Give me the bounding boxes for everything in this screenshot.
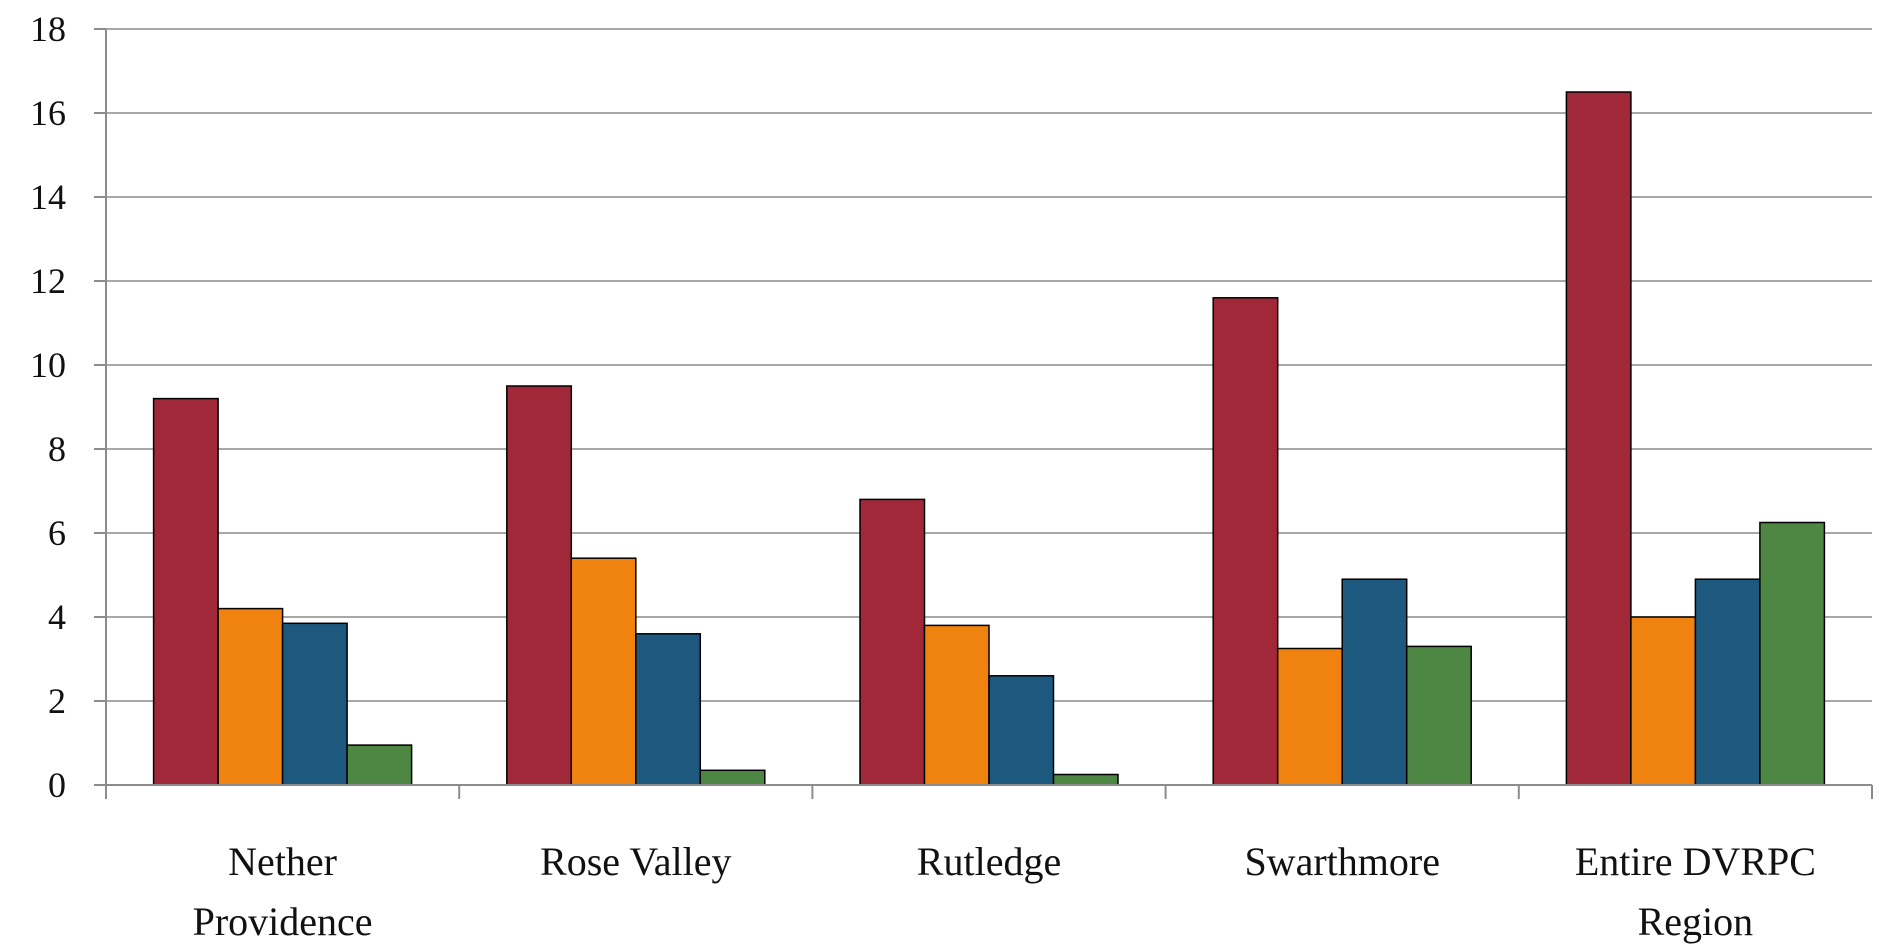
bar bbox=[1341, 578, 1408, 786]
y-tick-label: 4 bbox=[48, 597, 66, 637]
y-tick-label: 2 bbox=[48, 681, 66, 721]
bar bbox=[152, 397, 219, 786]
bar bbox=[1630, 616, 1697, 786]
bar bbox=[699, 769, 766, 786]
bar bbox=[1694, 578, 1761, 786]
bar bbox=[1759, 521, 1826, 786]
bar bbox=[635, 633, 702, 786]
bar bbox=[1276, 647, 1343, 786]
bar bbox=[217, 607, 284, 786]
category-label: Region bbox=[1638, 899, 1754, 944]
axes bbox=[105, 29, 1873, 799]
y-tick-label: 10 bbox=[30, 345, 66, 385]
category-label: Entire DVRPC bbox=[1575, 839, 1816, 884]
category-label: Providence bbox=[193, 899, 373, 944]
y-tick-label: 18 bbox=[30, 9, 66, 49]
bars bbox=[152, 91, 1826, 786]
bar bbox=[988, 675, 1055, 786]
category-label: Rutledge bbox=[917, 839, 1061, 884]
y-tick-label: 0 bbox=[48, 765, 66, 805]
bar bbox=[1212, 297, 1279, 786]
bar bbox=[1052, 773, 1119, 786]
y-tick-label: 8 bbox=[48, 429, 66, 469]
bar bbox=[1565, 91, 1632, 786]
bar bbox=[346, 744, 413, 786]
y-tick-label: 12 bbox=[30, 261, 66, 301]
category-label: Swarthmore bbox=[1244, 839, 1440, 884]
y-axis-ticks: 0 2 4 6 8 10 12 14 16 18 bbox=[30, 9, 106, 805]
gridlines bbox=[106, 28, 1872, 702]
bar bbox=[506, 385, 573, 786]
y-tick-label: 14 bbox=[30, 177, 66, 217]
y-tick-label: 16 bbox=[30, 93, 66, 133]
category-label: Nether bbox=[228, 839, 337, 884]
y-tick-label: 6 bbox=[48, 513, 66, 553]
bar bbox=[570, 557, 637, 786]
bar bbox=[1405, 645, 1472, 786]
category-label: Rose Valley bbox=[540, 839, 731, 884]
bar bbox=[281, 622, 348, 786]
category-labels: Nether Providence Rose Valley Rutledge Swart… bbox=[193, 839, 1816, 944]
bar bbox=[923, 624, 990, 786]
bar bbox=[859, 498, 926, 786]
